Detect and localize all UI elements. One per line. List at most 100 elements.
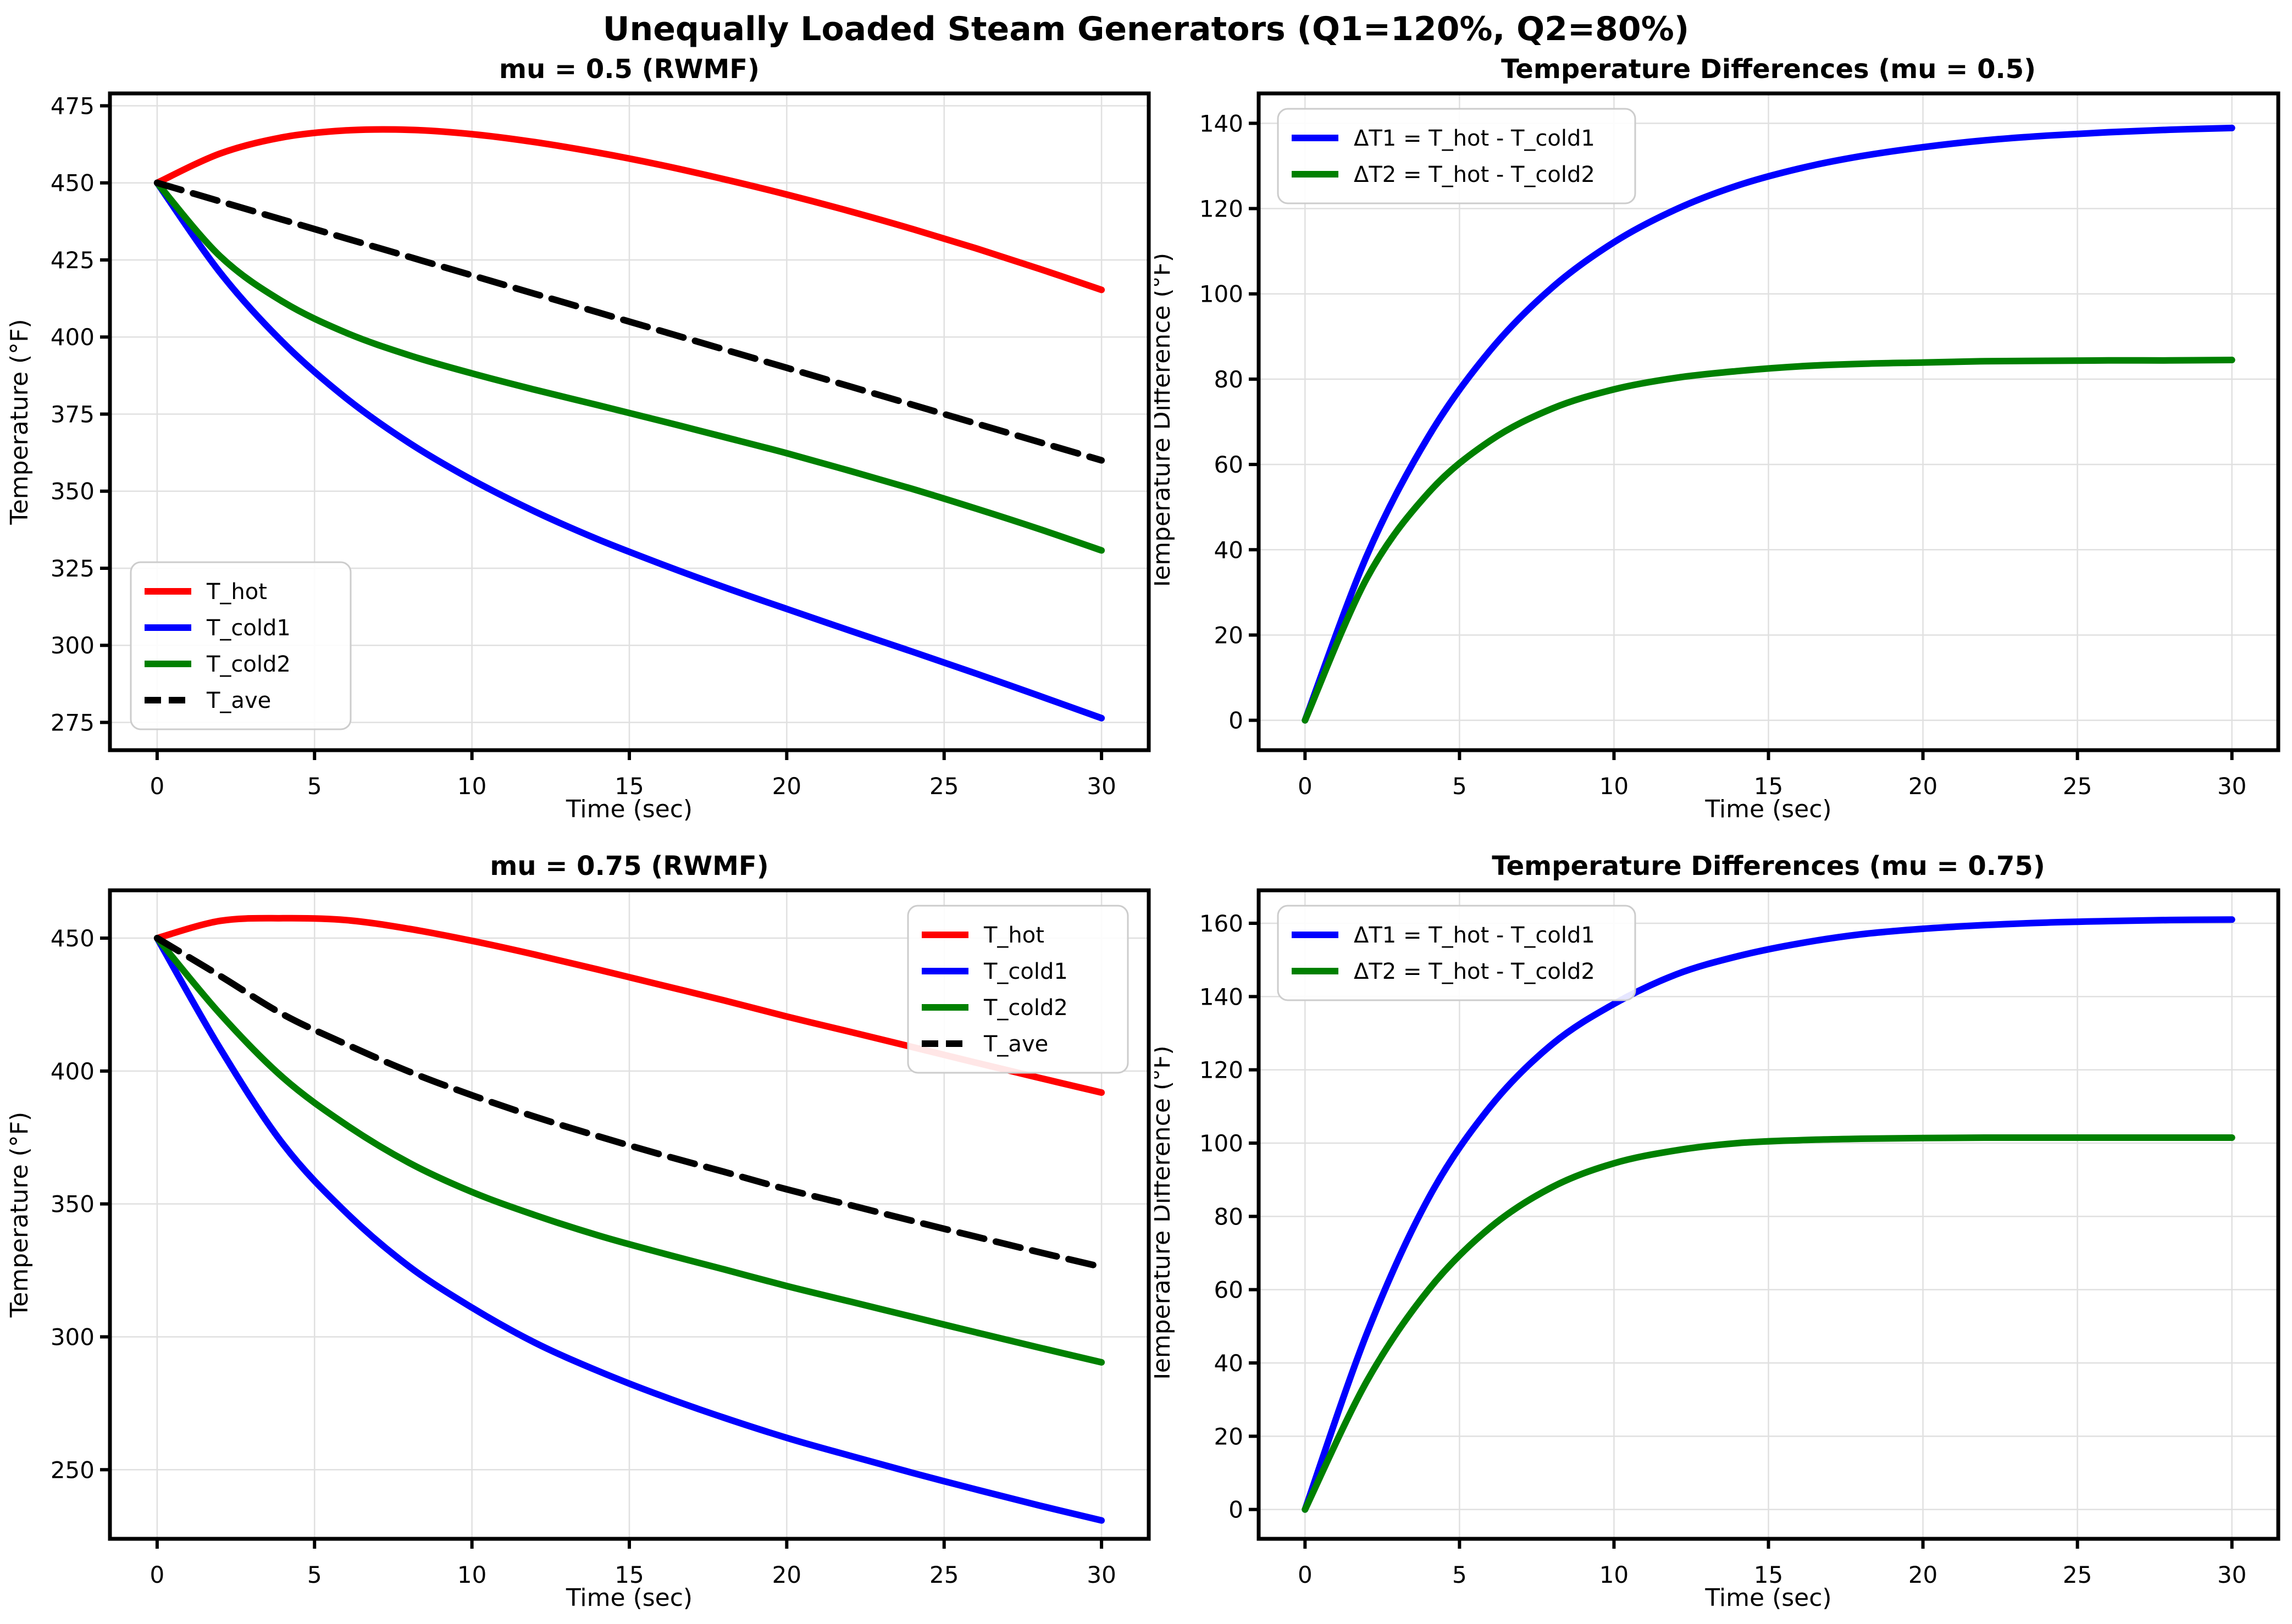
x-tick-label: 25	[929, 1561, 959, 1588]
legend-label: T_cold1	[983, 959, 1068, 984]
y-tick-label: 140	[1199, 110, 1243, 137]
curve-t-cold2	[153, 935, 1105, 1366]
x-tick-label: 25	[929, 773, 959, 800]
curve-t-cold1	[153, 935, 1105, 1524]
subplot-title: mu = 0.5 (RWMF)	[499, 54, 760, 85]
legend-item-t-ave: T_ave	[922, 1032, 1048, 1057]
y-tick-label: 275	[51, 710, 95, 736]
y-tick-label: 350	[51, 1191, 95, 1218]
y-tick-label: 80	[1214, 366, 1243, 393]
legend-label: T_ave	[983, 1032, 1048, 1057]
x-tick-label: 30	[1087, 1561, 1116, 1588]
x-tick-label: 5	[1452, 1561, 1467, 1588]
curves	[153, 126, 1105, 722]
subplot-title: Temperature Differences (mu = 0.5)	[1501, 54, 2036, 85]
x-tick-label: 10	[457, 1561, 486, 1588]
legend: ΔT1 = T_hot - T_cold1 ΔT2 = T_hot - T_col…	[1277, 108, 1636, 204]
subplot-mu05-temperatures: 0 5 10 15 20 25 30 275 300 325 350 375 400 425 450 475 m…	[0, 49, 1154, 846]
y-tick-label: 60	[1214, 451, 1243, 478]
axis-ticks: 0 5 10 15 20 25 30 0 20 40 60 80 100 120 140 160	[1199, 910, 2247, 1588]
legend: ΔT1 = T_hot - T_cold1 ΔT2 = T_hot - T_col…	[1277, 905, 1636, 1001]
curve-deltat2-t-hot-t-cold2	[1302, 357, 2235, 724]
y-tick-label: 120	[1199, 196, 1243, 223]
y-tick-label: 375	[51, 401, 95, 428]
x-tick-label: 5	[307, 1561, 322, 1588]
x-tick-label: 0	[1298, 1561, 1313, 1588]
x-tick-label: 15	[614, 1561, 644, 1588]
y-tick-label: 120	[1199, 1057, 1243, 1084]
y-tick-label: 140	[1199, 983, 1243, 1010]
y-tick-label: 60	[1214, 1277, 1243, 1304]
x-tick-label: 0	[1298, 773, 1313, 800]
y-tick-label: 0	[1228, 1496, 1243, 1523]
subplot-mu05-differences: 0 5 10 15 20 25 30 0 20 40 60 80 100 120 140 Temperatur…	[1154, 49, 2292, 846]
legend-item-deltat2-t-hot-t-cold2: ΔT2 = T_hot - T_cold2	[1292, 162, 1595, 187]
legend-label: T_cold2	[206, 652, 291, 677]
y-tick-label: 425	[51, 247, 95, 274]
legend-label: ΔT2 = T_hot - T_cold2	[1354, 959, 1595, 984]
y-tick-label: 20	[1214, 622, 1243, 649]
curves	[1302, 124, 2235, 724]
legend-item-t-ave: T_ave	[145, 688, 271, 713]
x-tick-label: 10	[1599, 1561, 1629, 1588]
legend-label: ΔT1 = T_hot - T_cold1	[1354, 126, 1595, 151]
legend-label: T_hot	[206, 579, 267, 605]
curve-t-cold2	[153, 179, 1105, 554]
y-tick-label: 40	[1214, 536, 1243, 563]
legend-label: T_ave	[206, 688, 271, 713]
x-tick-label: 25	[2063, 1561, 2092, 1588]
grid	[1259, 93, 2278, 750]
legend-item-t-hot: T_hot	[145, 579, 267, 605]
y-tick-label: 160	[1199, 910, 1243, 937]
chart-mu75-temperatures: 0 5 10 15 20 25 30 250 300 350 400 450 mu = 0.75 (RW…	[5, 851, 1151, 1612]
chart-mu75-differences: 0 5 10 15 20 25 30 0 20 40 60 80 100 120 140 160 Tempera…	[1154, 851, 2280, 1612]
x-tick-label: 10	[457, 773, 486, 800]
x-axis-label: Time (sec)	[566, 1584, 693, 1612]
x-axis-label: Time (sec)	[566, 795, 693, 823]
x-tick-label: 0	[150, 1561, 165, 1588]
x-tick-label: 20	[1908, 1561, 1937, 1588]
curve-t-ave	[153, 179, 1105, 464]
x-tick-label: 15	[1754, 1561, 1783, 1588]
y-axis-label: Temperature Difference (°F)	[1154, 1045, 1176, 1384]
legend-label: T_cold1	[206, 616, 291, 641]
y-tick-label: 40	[1214, 1350, 1243, 1377]
curve-t-ave	[153, 935, 1105, 1271]
y-axis-label: Temperature Difference (°F)	[1154, 253, 1176, 591]
legend: T_hot T_cold1 T_cold2 T_ave	[130, 561, 352, 730]
legend-item-t-cold2: T_cold2	[145, 652, 291, 677]
y-tick-label: 0	[1228, 707, 1243, 734]
subplot-title: Temperature Differences (mu = 0.75)	[1492, 851, 2045, 882]
chart-mu05-temperatures: 0 5 10 15 20 25 30 275 300 325 350 375 400 425 450 475 m…	[5, 54, 1151, 823]
x-tick-label: 20	[1908, 773, 1937, 800]
curve-deltat1-t-hot-t-cold1	[1302, 916, 2235, 1513]
legend-label: ΔT1 = T_hot - T_cold1	[1354, 923, 1595, 948]
y-tick-label: 400	[51, 1058, 95, 1085]
chart-mu05-differences: 0 5 10 15 20 25 30 0 20 40 60 80 100 120 140 Temperatur…	[1154, 54, 2280, 823]
legend-item-deltat2-t-hot-t-cold2: ΔT2 = T_hot - T_cold2	[1292, 959, 1595, 984]
y-tick-label: 300	[51, 1323, 95, 1350]
y-tick-label: 20	[1214, 1423, 1243, 1450]
y-tick-label: 100	[1199, 281, 1243, 308]
y-tick-label: 450	[51, 925, 95, 952]
axis-ticks: 0 5 10 15 20 25 30 250 300 350 400 450	[51, 925, 1116, 1588]
x-tick-label: 5	[307, 773, 322, 800]
x-tick-label: 25	[2063, 773, 2092, 800]
x-tick-label: 30	[2217, 773, 2246, 800]
x-tick-label: 15	[1754, 773, 1783, 800]
y-tick-label: 450	[51, 170, 95, 197]
figure-suptitle: Unequally Loaded Steam Generators (Q1=12…	[602, 10, 1690, 48]
x-tick-label: 0	[150, 773, 165, 800]
x-tick-label: 20	[772, 773, 801, 800]
legend-item-deltat1-t-hot-t-cold1: ΔT1 = T_hot - T_cold1	[1292, 923, 1595, 948]
x-tick-label: 30	[2217, 1561, 2246, 1588]
curve-deltat2-t-hot-t-cold2	[1302, 1134, 2235, 1513]
y-axis-label: Temperature (°F)	[5, 1112, 34, 1318]
legend-item-t-cold1: T_cold1	[145, 616, 291, 641]
legend-label: T_hot	[983, 923, 1044, 948]
legend: T_hot T_cold1 T_cold2 T_ave	[907, 905, 1129, 1074]
y-tick-label: 300	[51, 632, 95, 659]
axis-ticks: 0 5 10 15 20 25 30 0 20 40 60 80 100 120 140	[1199, 110, 2247, 800]
curve-t-hot	[153, 126, 1105, 293]
